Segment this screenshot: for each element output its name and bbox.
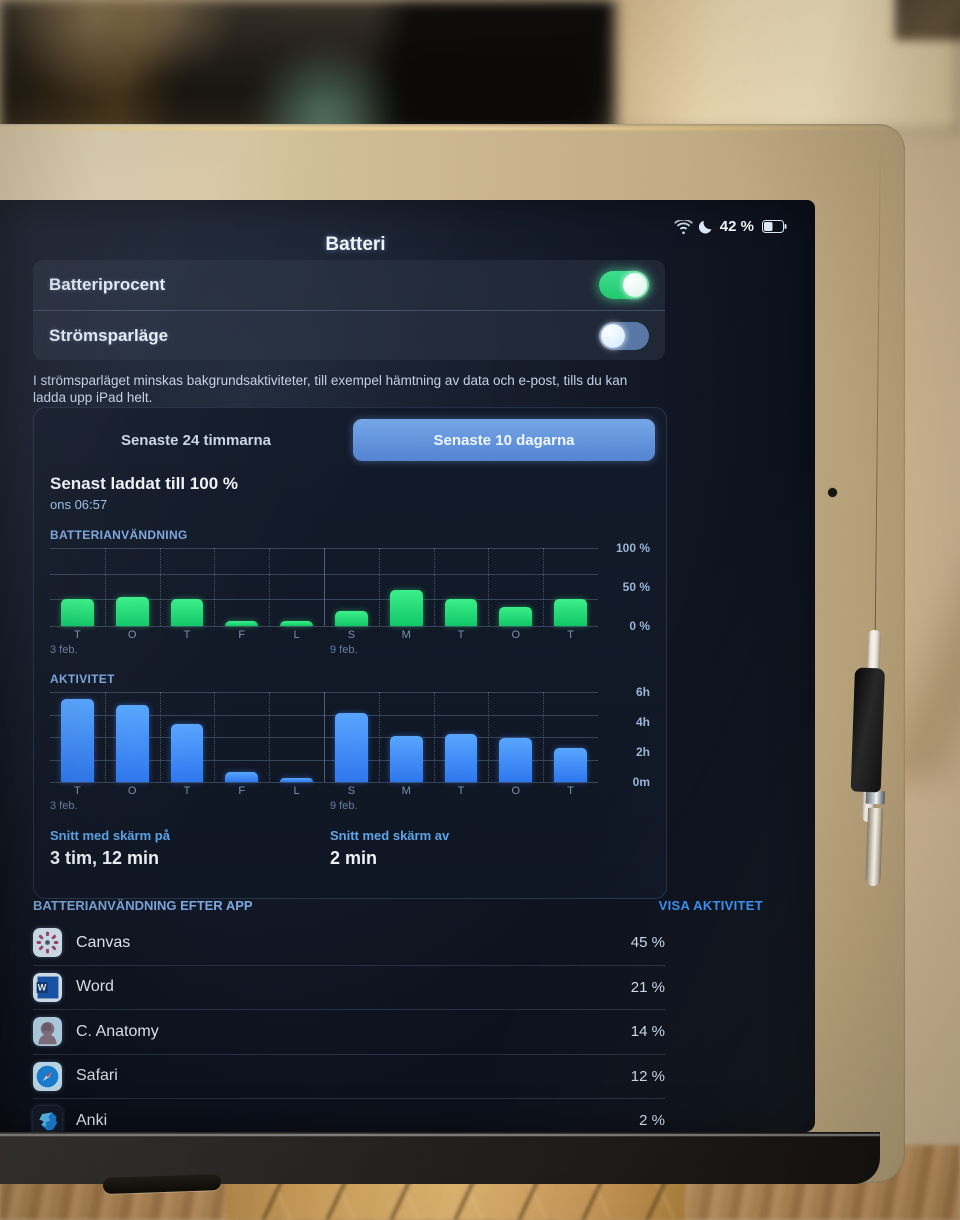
svg-text:W: W [38,982,47,992]
